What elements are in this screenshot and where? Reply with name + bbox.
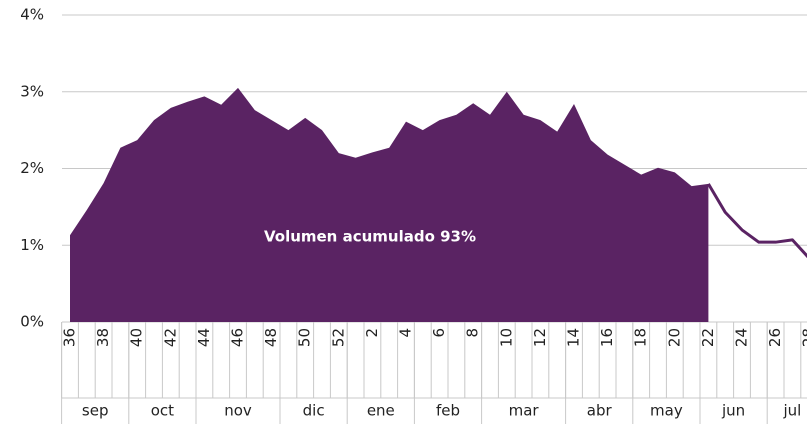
x-tick-label: 10 [497,328,515,347]
area [70,87,709,322]
month-label: feb [436,402,460,420]
month-label: jul [782,402,801,420]
x-tick-label: 40 [128,328,146,347]
x-tick-label: 20 [665,328,683,347]
x-tick-label: 14 [565,328,583,347]
x-tick-label: 22 [699,328,717,347]
x-tick-label: 36 [61,328,79,347]
x-tick-label: 38 [94,328,112,347]
x-tick-label: 8 [464,328,482,338]
y-tick-label: 1% [20,236,44,254]
x-tick-label: 48 [262,328,280,347]
month-label: sep [82,402,109,420]
x-tick-label: 46 [229,328,247,347]
x-tick-label: 6 [430,328,448,338]
x-tick-label: 12 [531,328,549,347]
month-label: jun [721,402,745,420]
month-label: ene [367,402,395,420]
month-label: may [650,402,683,420]
y-tick-label: 3% [20,82,44,100]
x-tick-label: 16 [598,328,616,347]
x-tick-label: 28 [800,328,807,347]
month-label: dic [303,402,325,420]
x-tick-label: 2 [363,328,381,338]
line [707,183,807,259]
x-tick-label: 44 [195,328,213,347]
y-tick-label: 4% [20,6,44,24]
x-tick-label: 42 [161,328,179,347]
x-tick-label: 26 [766,328,784,347]
month-label: oct [151,402,174,420]
y-tick-label: 2% [20,159,44,177]
month-label: nov [224,402,252,420]
x-tick-label: 4 [397,328,415,338]
annotation: Volumen acumulado 93% [264,228,476,246]
x-tick-label: 24 [733,328,751,347]
x-tick-label: 18 [632,328,650,347]
month-label: abr [587,402,613,420]
y-tick-label: 0% [20,313,44,331]
x-tick-label: 50 [296,328,314,347]
month-label: mar [509,402,540,420]
x-tick-label: 52 [329,328,347,347]
